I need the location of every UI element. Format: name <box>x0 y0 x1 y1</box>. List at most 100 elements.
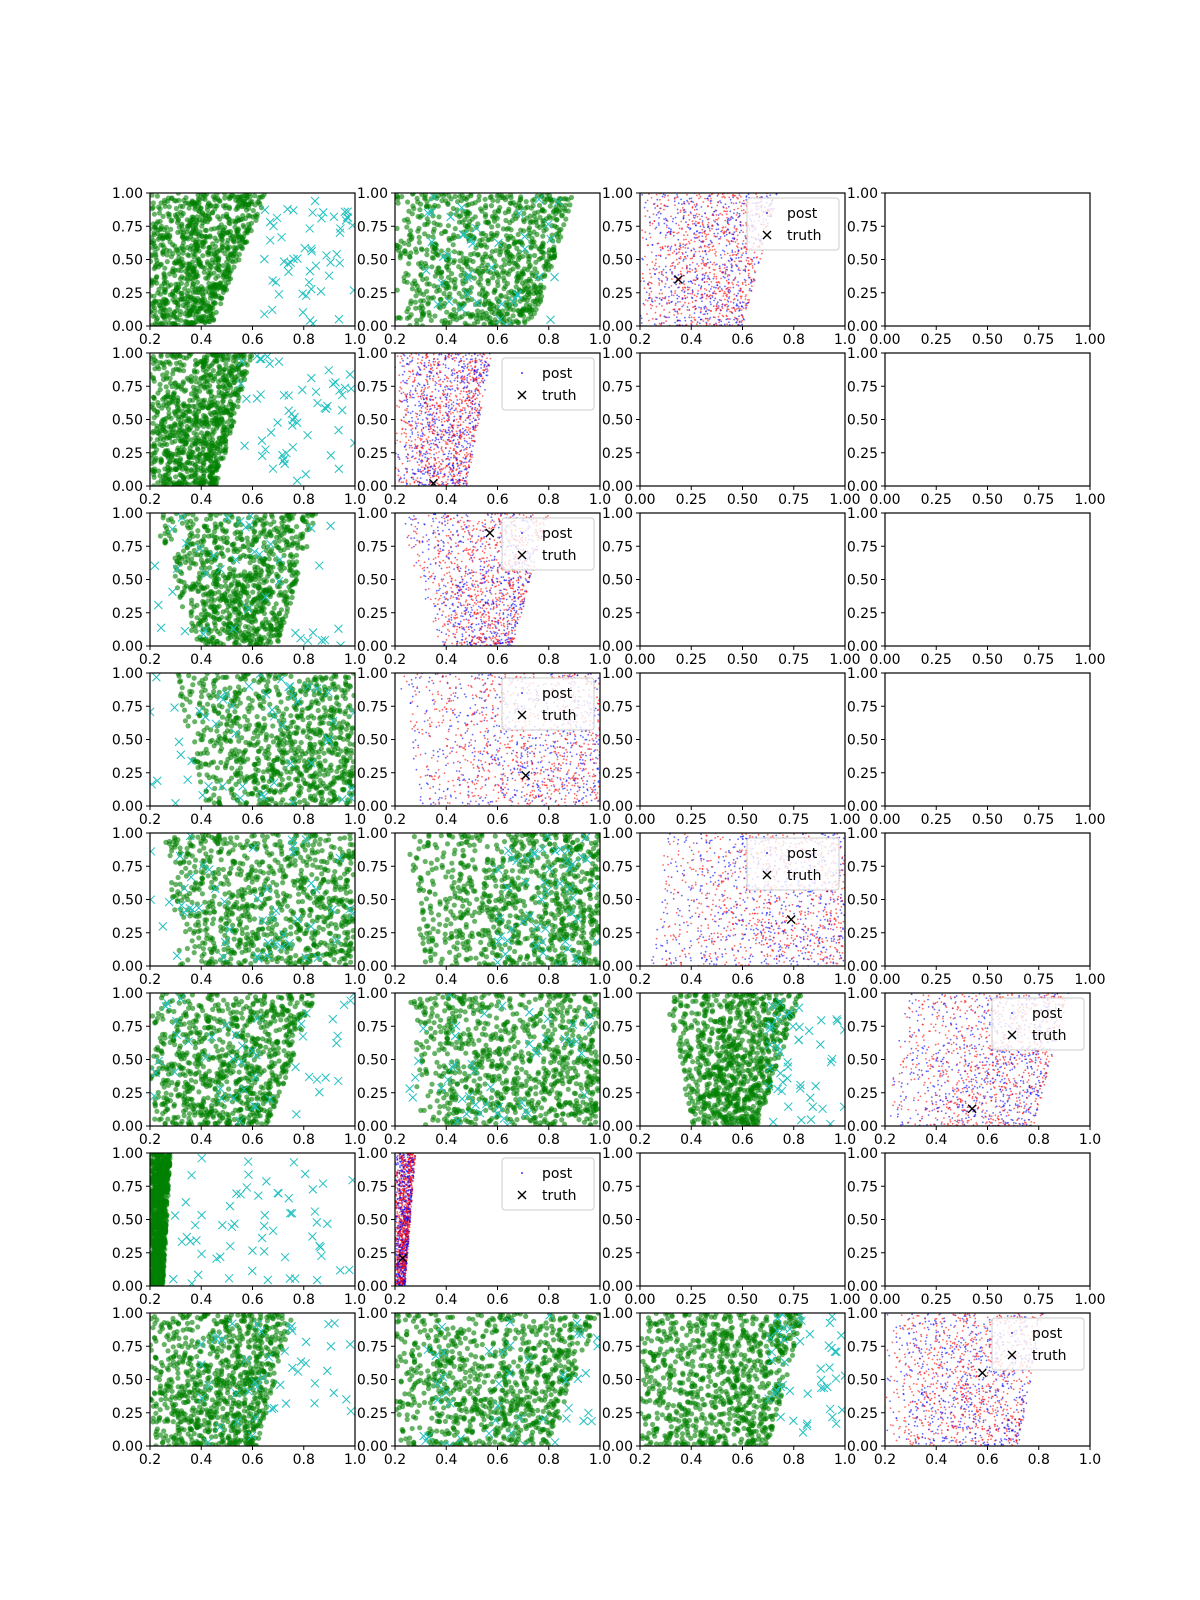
posterior-point <box>741 306 744 308</box>
prior-point <box>201 470 207 476</box>
posterior-point <box>699 218 701 221</box>
prior-point <box>228 370 234 376</box>
prior-point <box>506 243 512 250</box>
prior-point <box>414 317 420 323</box>
prior-point <box>180 234 186 240</box>
prior-point <box>150 430 156 436</box>
posterior-point <box>656 296 658 299</box>
prior-point <box>529 272 536 278</box>
posterior-point <box>456 380 459 383</box>
prior-point <box>187 445 193 451</box>
posterior-point <box>648 232 651 235</box>
prior-point <box>150 360 156 366</box>
posterior-point <box>729 300 732 303</box>
prior-point <box>395 242 400 249</box>
prior-point <box>461 195 467 201</box>
posterior-point <box>721 307 724 309</box>
posterior-point <box>462 366 465 369</box>
posterior-point <box>735 254 738 256</box>
sample-cross <box>429 193 438 202</box>
sample-cross <box>300 243 310 253</box>
prior-point <box>521 228 527 234</box>
posterior-point <box>724 276 726 279</box>
posterior-point <box>395 432 398 435</box>
posterior-point <box>736 319 739 322</box>
posterior-point <box>433 468 436 471</box>
posterior-point <box>396 355 399 358</box>
sample-cross <box>313 398 322 408</box>
prior-point <box>218 441 224 447</box>
posterior-point <box>425 417 428 419</box>
posterior-point <box>687 280 690 283</box>
posterior-point <box>673 308 676 311</box>
prior-point <box>528 205 534 211</box>
prior-point <box>215 405 222 411</box>
prior-point <box>154 447 160 453</box>
prior-point <box>439 230 445 237</box>
posterior-point <box>464 411 467 414</box>
posterior-point <box>708 309 710 312</box>
posterior-point <box>738 272 741 275</box>
posterior-point <box>701 267 704 270</box>
prior-point <box>236 217 242 223</box>
y-tick-label: 0.50 <box>602 253 633 269</box>
posterior-point <box>665 271 668 274</box>
sample-cross <box>237 357 247 366</box>
prior-point <box>204 318 210 324</box>
prior-point <box>176 197 182 203</box>
prior-point <box>452 226 458 232</box>
posterior-point <box>701 223 704 226</box>
subplot-r0-c1: 0.2 0.4 0.6 0.8 1.00.000.250.500.751.00 <box>357 186 611 348</box>
prior-point <box>404 315 410 321</box>
posterior-point <box>655 254 658 257</box>
prior-point <box>172 198 178 204</box>
posterior-point <box>670 265 672 268</box>
prior-point <box>206 244 212 250</box>
posterior-point <box>713 273 716 276</box>
posterior-point <box>745 195 748 197</box>
posterior-point <box>747 193 750 196</box>
sample-cross <box>462 289 472 298</box>
posterior-point <box>695 204 698 207</box>
prior-point <box>177 203 184 209</box>
posterior-point <box>711 296 714 298</box>
prior-point <box>250 208 256 214</box>
prior-point <box>540 233 546 239</box>
posterior-point <box>740 229 743 232</box>
prior-point <box>408 298 414 304</box>
posterior-point <box>735 219 738 222</box>
prior-point <box>184 229 190 235</box>
sample-crosses <box>421 193 563 326</box>
posterior-point <box>737 267 740 269</box>
prior-point <box>502 283 508 290</box>
posterior-point <box>672 217 675 220</box>
posterior-point <box>760 252 763 255</box>
posterior-point <box>736 234 739 237</box>
posterior-point <box>723 235 726 237</box>
prior-point <box>216 224 222 230</box>
prior-point <box>171 353 177 356</box>
posterior-point <box>665 226 668 229</box>
posterior-point <box>420 412 423 415</box>
prior-point <box>220 263 226 269</box>
prior-point <box>175 297 181 303</box>
posterior-point <box>736 238 738 241</box>
posterior-point <box>417 382 420 385</box>
posterior-point <box>462 432 464 435</box>
prior-point <box>229 233 235 239</box>
posterior-point <box>730 259 733 261</box>
sample-cross <box>444 297 454 306</box>
posterior-point <box>733 227 736 229</box>
posterior-point <box>461 400 464 403</box>
posterior-point <box>694 214 697 217</box>
prior-point <box>184 244 190 251</box>
posterior-point <box>740 195 742 198</box>
posterior-point <box>705 322 708 325</box>
posterior-point <box>658 265 661 268</box>
sample-cross <box>297 385 307 395</box>
posterior-point <box>757 261 760 264</box>
posterior-point <box>723 291 726 293</box>
prior-point <box>471 275 477 281</box>
posterior-point <box>725 244 728 247</box>
